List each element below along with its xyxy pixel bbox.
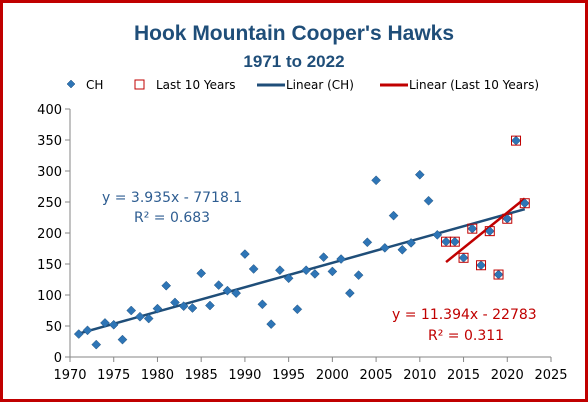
legend-marker-last-10-years	[134, 79, 145, 90]
x-tick-label: 2015	[447, 368, 480, 383]
x-tick-label: 2005	[360, 368, 393, 383]
legend-label-linear-ch: Linear (CH)	[286, 78, 354, 92]
x-tick-label: 1980	[141, 368, 174, 383]
data-point-ch	[345, 288, 355, 298]
equation-last-10: y = 11.394x - 22783	[392, 307, 537, 323]
data-point-ch	[266, 319, 276, 329]
data-point-ch	[135, 311, 145, 322]
y-tick-label: 150	[37, 258, 62, 273]
data-point-last-10-years	[458, 252, 469, 263]
data-point-ch	[379, 243, 390, 253]
x-tick-label: 1985	[185, 368, 218, 383]
data-point-last-10-years	[484, 226, 495, 237]
data-point-ch	[73, 329, 84, 339]
data-point-ch	[117, 334, 128, 345]
r-squared-ch: R² = 0.683	[134, 210, 210, 226]
data-point-last-10-years	[449, 236, 460, 247]
data-point-ch	[257, 299, 268, 310]
x-tick-label: 1975	[97, 368, 130, 383]
data-point-ch	[205, 300, 215, 311]
data-point-ch	[275, 265, 285, 276]
data-point-ch	[213, 280, 224, 290]
data-point-ch	[362, 237, 373, 248]
x-tick-label: 2010	[403, 368, 436, 383]
data-points	[73, 135, 530, 350]
y-tick-label: 200	[37, 227, 62, 242]
x-tick-label: 2025	[534, 368, 567, 383]
data-point-ch	[397, 244, 408, 255]
x-tick-label: 2000	[316, 368, 349, 383]
data-point-ch	[248, 264, 259, 274]
equation-ch: y = 3.935x - 7718.1	[102, 190, 242, 206]
data-point-ch	[318, 252, 329, 263]
data-point-ch	[432, 230, 443, 240]
legend-marker-ch	[66, 79, 76, 89]
y-tick-label: 350	[37, 134, 62, 149]
data-point-ch	[196, 268, 207, 279]
x-tick-label: 1995	[272, 368, 305, 383]
r-squared-last-10: R² = 0.311	[428, 328, 504, 344]
data-point-ch	[414, 169, 425, 180]
chart-subtitle: 1971 to 2022	[243, 52, 344, 71]
data-point-ch	[301, 265, 311, 276]
data-point-ch	[511, 135, 521, 146]
data-point-last-10-years	[476, 260, 487, 271]
data-point-ch	[423, 195, 434, 206]
data-point-ch	[441, 236, 451, 247]
data-point-last-10-years	[502, 213, 513, 224]
data-point-ch	[161, 280, 172, 291]
data-point-ch	[406, 238, 416, 248]
data-point-ch	[476, 260, 486, 271]
data-point-ch	[126, 305, 137, 316]
legend-label-last-10-years: Last 10 Years	[156, 78, 236, 92]
y-tick-label: 100	[37, 289, 62, 304]
y-tick-label: 50	[45, 320, 62, 335]
data-point-ch	[143, 313, 154, 324]
data-point-last-10-years	[493, 269, 504, 280]
y-tick-label: 0	[54, 351, 62, 366]
chart-title: Hook Mountain Cooper's Hawks	[134, 22, 454, 45]
data-point-ch	[292, 304, 303, 315]
legend-label-ch: CH	[86, 78, 103, 92]
data-point-ch	[493, 269, 504, 280]
trendline-ch	[78, 207, 526, 335]
data-point-ch	[178, 301, 189, 312]
data-point-ch	[458, 252, 469, 263]
data-point-ch	[283, 273, 294, 284]
data-point-ch	[231, 288, 242, 298]
data-point-ch	[82, 325, 93, 336]
data-point-ch	[108, 319, 119, 330]
data-point-last-10-years	[511, 135, 522, 146]
data-point-ch	[336, 254, 346, 264]
data-point-ch	[310, 269, 320, 279]
data-point-ch	[152, 303, 163, 314]
data-point-ch	[327, 266, 338, 277]
data-point-last-10-years	[519, 198, 530, 209]
data-point-ch	[187, 303, 198, 313]
y-tick-label: 300	[37, 165, 62, 180]
data-point-ch	[353, 270, 364, 281]
data-point-ch	[371, 175, 381, 186]
data-point-ch	[222, 285, 233, 296]
data-point-ch	[449, 236, 460, 247]
data-point-ch	[170, 297, 180, 308]
trendline-equations: y = 3.935x - 7718.1 R² = 0.683 y = 11.39…	[102, 190, 537, 344]
axes: 0 50 100 150 200 250 300 350 400 1970 1975 1980 1985…	[37, 103, 567, 383]
y-tick-label: 400	[37, 103, 62, 118]
x-tick-label: 1970	[53, 368, 86, 383]
legend-label-linear-last-10: Linear (Last 10 Years)	[409, 78, 539, 92]
data-point-last-10-years	[467, 223, 478, 234]
data-point-ch	[240, 249, 250, 259]
data-point-ch	[91, 339, 102, 350]
data-point-ch	[100, 318, 110, 328]
x-tick-label: 2020	[491, 368, 524, 383]
data-point-ch	[388, 210, 399, 221]
y-tick-label: 250	[37, 196, 62, 211]
x-tick-label: 1990	[228, 368, 261, 383]
legend: CH Last 10 Years Linear (CH) Linear (Las…	[66, 78, 539, 92]
